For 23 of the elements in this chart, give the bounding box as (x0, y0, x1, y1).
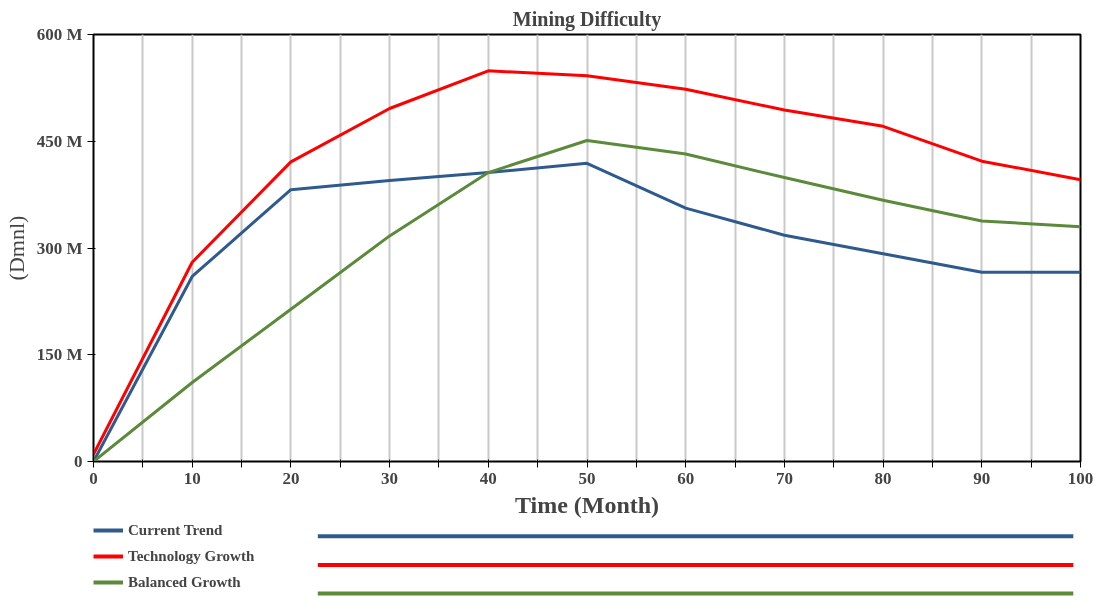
y-tick-label: 150 M (36, 345, 83, 365)
y-tick-label: 0 (74, 452, 83, 471)
x-tick-label: 0 (89, 468, 98, 488)
y-tick-label: 300 M (36, 238, 83, 258)
y-tick-label: 450 M (36, 131, 83, 151)
x-tick-label: 50 (578, 468, 596, 488)
x-tick-label: 100 (1067, 468, 1094, 488)
x-tick-label: 40 (479, 468, 497, 488)
x-tick-label: 70 (775, 468, 793, 488)
legend-label: Current Trend (128, 520, 223, 540)
x-tick-label: 90 (973, 468, 991, 488)
legend-label: Balanced Growth (128, 572, 241, 592)
chart-title: Mining Difficulty (512, 7, 662, 31)
y-tick-label: 600 M (36, 25, 83, 44)
x-tick-label: 80 (874, 468, 892, 488)
x-tick-label: 30 (381, 468, 399, 488)
line-series (93, 69, 1081, 456)
x-axis-title: Time (Month) (514, 491, 660, 518)
x-tick-label: 10 (183, 468, 201, 488)
x-tick-label: 60 (677, 468, 695, 488)
x-tick-label: 20 (282, 468, 300, 488)
y-axis-title: (Dmnl) (3, 215, 29, 281)
legend-label: Technology Growth (128, 546, 255, 566)
